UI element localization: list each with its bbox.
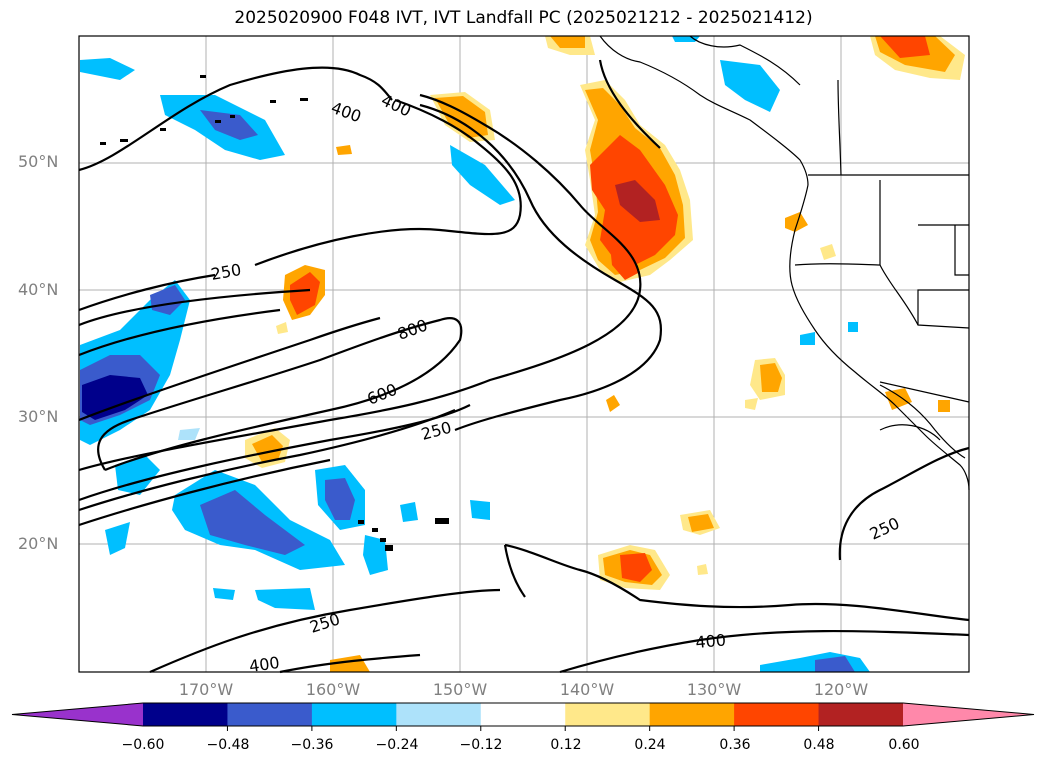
colorbar-tick-label: 0.36: [719, 737, 751, 753]
contour-label: 250: [209, 260, 242, 284]
lat-label: 40°N: [18, 280, 59, 299]
colorbar-segment: [311, 703, 397, 726]
colorbar-segment: [734, 703, 820, 726]
islands: [100, 75, 449, 551]
colorbar-tick-label: 0.48: [803, 737, 835, 753]
lon-label: 120°W: [813, 680, 869, 699]
colorbar-segment: [649, 703, 735, 726]
lat-label: 50°N: [18, 152, 59, 171]
colorbar-segment: [143, 703, 228, 726]
colorbar-tick-label: −0.60: [121, 737, 165, 753]
colorbar-extend-min: [12, 703, 143, 726]
colorbar-tick-label: −0.12: [459, 737, 503, 753]
colorbar-tick-label: −0.24: [375, 737, 419, 753]
lat-label: 30°N: [18, 407, 59, 426]
colorbar-tick-label: −0.48: [206, 737, 250, 753]
lon-label: 150°W: [432, 680, 488, 699]
colorbar-extend-max: [903, 703, 1034, 726]
colorbar-tick-label: 0.60: [888, 737, 920, 753]
colorbar: [11, 702, 1035, 731]
colorbar-outline: [11, 702, 1035, 727]
contour-label: 400: [695, 630, 727, 652]
colorbar-tick-label: 0.12: [550, 737, 582, 753]
map-title: 2025020900 F048 IVT, IVT Landfall PC (20…: [234, 8, 813, 28]
coastlines: [599, 35, 970, 491]
colorbar-segment: [227, 703, 313, 726]
lon-label: 130°W: [686, 680, 742, 699]
ivt-contours: [78, 59, 970, 674]
colorbar-tick-label: −0.36: [290, 737, 334, 753]
positive-pc-regions: [245, 36, 965, 672]
contour-label: 400: [248, 653, 281, 676]
negative-pc-regions: [80, 36, 870, 672]
lat-label: 20°N: [18, 534, 59, 553]
contour-label: 250: [307, 609, 342, 637]
contour-label: 400: [378, 90, 414, 120]
lon-label: 160°W: [305, 680, 361, 699]
colorbar-segment: [396, 703, 482, 726]
contour-label: 400: [329, 98, 364, 126]
colorbar-tick-label: 0.24: [634, 737, 666, 753]
map-frame: [78, 35, 970, 673]
contour-label: 600: [364, 380, 399, 409]
graticule: [79, 36, 969, 672]
colorbar-segment: [818, 703, 904, 726]
contour-label: 800: [395, 315, 430, 343]
colorbar-segment: [565, 703, 651, 726]
contour-label: 250: [867, 513, 903, 543]
colorbar-segment: [480, 703, 566, 726]
lon-label: 140°W: [559, 680, 615, 699]
lon-label: 170°W: [178, 680, 234, 699]
